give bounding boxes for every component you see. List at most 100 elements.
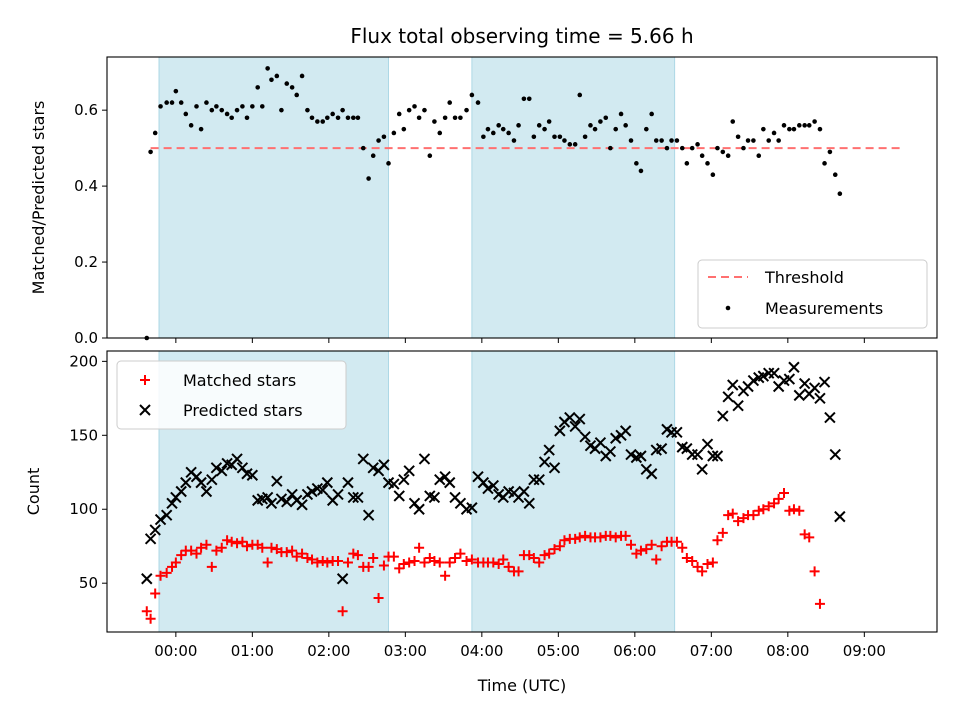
data-point <box>588 123 593 128</box>
data-point <box>802 123 807 128</box>
data-point <box>538 456 551 468</box>
data-point <box>493 558 504 569</box>
data-point <box>574 532 585 543</box>
data-point <box>169 100 175 105</box>
data-point <box>418 453 431 465</box>
data-point <box>206 473 218 486</box>
data-point <box>798 377 811 390</box>
observing-window-span <box>471 350 676 633</box>
data-point <box>370 153 376 159</box>
data-point <box>521 96 527 102</box>
data-point <box>756 153 762 159</box>
data-point <box>466 554 477 565</box>
data-point <box>269 77 274 83</box>
data-point <box>806 123 812 128</box>
data-point <box>634 161 639 166</box>
data-point <box>360 145 366 151</box>
data-point <box>834 510 846 523</box>
y-axis-label: Matched/Predicted stars <box>29 101 48 295</box>
x-tick-label: 00:00 <box>154 642 197 660</box>
data-point <box>832 172 838 178</box>
data-point <box>692 561 703 572</box>
data-point <box>613 126 619 132</box>
data-point <box>226 536 237 547</box>
data-point <box>444 476 456 489</box>
data-point <box>707 557 718 568</box>
x-tick-label: 09:00 <box>843 642 886 660</box>
data-point <box>305 107 310 113</box>
data-point <box>710 172 716 178</box>
data-point <box>552 134 557 140</box>
data-point <box>574 413 586 425</box>
data-point <box>176 550 187 561</box>
data-point <box>409 556 420 567</box>
data-point <box>554 541 565 552</box>
data-point <box>671 426 683 439</box>
data-point <box>322 557 333 568</box>
data-point <box>595 532 606 543</box>
data-point <box>275 493 288 505</box>
data-point <box>787 126 792 132</box>
data-point <box>444 557 455 568</box>
data-point <box>265 66 270 71</box>
data-point <box>427 153 433 159</box>
data-point <box>209 107 215 113</box>
legend-measurements-swatch <box>725 305 731 311</box>
data-point <box>626 539 637 550</box>
data-point <box>161 567 172 578</box>
data-point <box>366 176 371 181</box>
axes-frame <box>106 350 938 633</box>
data-point <box>183 111 189 117</box>
data-point <box>500 126 506 132</box>
data-point <box>794 505 805 516</box>
data-point <box>368 553 379 564</box>
data-point <box>335 115 341 121</box>
data-point <box>730 119 736 124</box>
data-point <box>679 145 685 151</box>
data-point <box>579 431 591 443</box>
data-point <box>808 382 821 394</box>
data-point <box>464 107 469 113</box>
data-point <box>281 547 292 558</box>
data-point <box>450 553 461 564</box>
data-point <box>170 557 181 568</box>
data-point <box>695 142 700 147</box>
legend-predicted-swatch <box>139 404 151 416</box>
data-point <box>797 123 802 128</box>
data-point <box>735 134 741 140</box>
data-point <box>398 558 409 569</box>
data-point <box>554 425 566 437</box>
data-point <box>160 509 173 521</box>
data-point <box>216 465 228 477</box>
data-point <box>773 493 784 504</box>
data-point <box>206 561 217 572</box>
data-point <box>241 541 252 552</box>
observing-window-span <box>158 56 390 339</box>
data-point <box>528 553 539 564</box>
data-point <box>201 539 212 550</box>
data-point <box>814 598 825 609</box>
data-point <box>646 539 657 550</box>
data-point <box>194 104 199 109</box>
data-point <box>296 499 308 511</box>
data-point <box>363 561 374 572</box>
data-point <box>485 126 491 132</box>
data-point <box>498 554 509 565</box>
x-tick-label: 01:00 <box>231 642 274 660</box>
data-point <box>261 491 274 504</box>
y-tick-label: 0.0 <box>74 329 98 347</box>
data-point <box>689 145 695 151</box>
data-point <box>674 138 680 143</box>
y-tick-label: 200 <box>69 352 98 370</box>
data-point <box>536 123 542 128</box>
legend: Matched stars Predicted stars <box>116 360 347 430</box>
data-point <box>534 557 545 568</box>
data-point <box>763 501 774 512</box>
data-point <box>818 376 831 388</box>
data-point <box>281 496 293 508</box>
data-point <box>393 490 405 502</box>
data-point <box>511 138 517 143</box>
data-point <box>804 532 815 543</box>
data-point <box>696 463 708 476</box>
